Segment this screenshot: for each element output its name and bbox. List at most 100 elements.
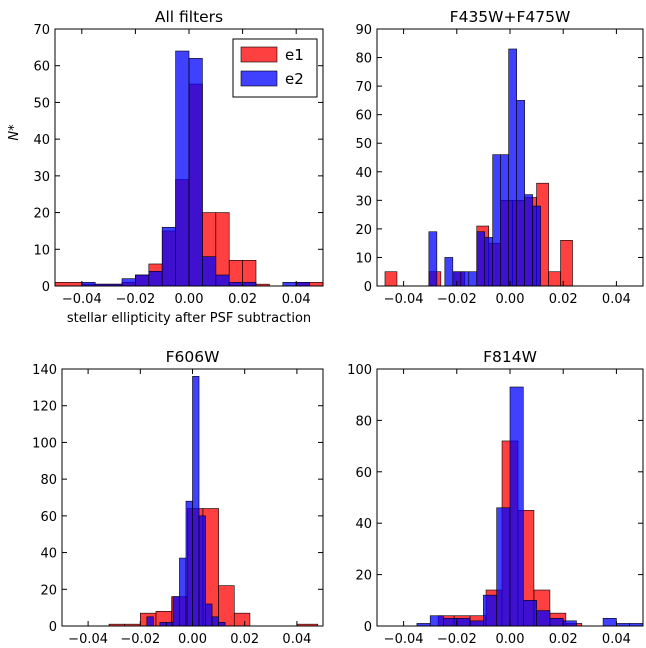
y-tick-label: 40 xyxy=(40,547,57,562)
histogram-bar xyxy=(146,616,154,627)
panel-title: F606W xyxy=(166,348,220,366)
histogram-bar xyxy=(135,274,150,287)
histogram-bar xyxy=(509,386,524,627)
y-tick-label: 140 xyxy=(32,363,57,378)
x-tick-label: −0.04 xyxy=(68,632,108,647)
x-tick-label: −0.04 xyxy=(384,292,424,307)
y-tick-label: 120 xyxy=(32,400,57,415)
histogram-bar xyxy=(188,58,203,287)
histogram-bar xyxy=(602,617,617,627)
histogram-bar xyxy=(443,617,458,627)
panel-title: All filters xyxy=(155,8,223,26)
y-tick-label: 70 xyxy=(355,80,372,95)
x-tick-label: 0.00 xyxy=(175,292,204,307)
histogram-bar xyxy=(536,610,551,627)
legend-label-e1: e1 xyxy=(285,46,304,64)
y-tick-label: 100 xyxy=(347,363,372,378)
y-tick-label: 0 xyxy=(364,280,372,295)
x-tick-label: 0.00 xyxy=(496,632,525,647)
histogram-bar xyxy=(211,616,219,627)
y-tick-label: 80 xyxy=(355,414,372,429)
histogram-bar xyxy=(159,622,167,627)
x-tick-label: −0.04 xyxy=(62,292,102,307)
histogram-bar xyxy=(54,282,83,287)
y-tick-label: 80 xyxy=(40,473,57,488)
x-tick-label: 0.02 xyxy=(230,632,259,647)
y-tick-label: 50 xyxy=(355,137,372,152)
histogram-bar xyxy=(508,48,517,287)
histogram-bar xyxy=(175,50,190,287)
x-tick-label: 0.00 xyxy=(178,632,207,647)
y-tick-label: 30 xyxy=(355,194,372,209)
y-tick-label: 40 xyxy=(355,166,372,181)
y-tick-label: 0 xyxy=(49,620,57,635)
histogram-bar xyxy=(548,271,561,287)
histogram-bar xyxy=(172,596,180,627)
histogram-bar xyxy=(549,617,564,627)
histogram-bar xyxy=(522,599,537,627)
histogram-bar xyxy=(524,194,533,287)
y-tick-label: 20 xyxy=(355,569,372,584)
x-tick-label: 0.02 xyxy=(549,292,578,307)
histogram-bar xyxy=(428,231,438,287)
histogram-bar xyxy=(496,507,511,627)
y-tick-label: 90 xyxy=(355,23,372,38)
histogram-bar xyxy=(185,500,193,627)
histogram-bar xyxy=(444,257,454,287)
y-tick-label: 100 xyxy=(32,436,57,451)
x-tick-label: 0.04 xyxy=(602,292,631,307)
x-tick-label: −0.02 xyxy=(115,292,155,307)
y-tick-label: 70 xyxy=(33,23,50,38)
y-axis-label: N* xyxy=(7,124,22,141)
histogram-bar xyxy=(384,271,398,287)
series-e2 xyxy=(81,50,310,287)
histogram-bar xyxy=(469,620,484,627)
y-tick-label: 60 xyxy=(40,510,57,525)
y-tick-label: 10 xyxy=(33,243,50,258)
y-tick-label: 20 xyxy=(33,207,50,222)
histogram-bar xyxy=(429,615,444,627)
histogram-bar xyxy=(456,617,471,627)
histogram-bar xyxy=(560,240,573,287)
y-tick-label: 40 xyxy=(355,517,372,532)
legend-swatch-e2 xyxy=(240,70,278,87)
x-tick-label: 0.04 xyxy=(602,632,631,647)
panel-f606w: −0.04 −0.02 0.00 0.02 0.04 0 20 40 60 80 100 120 140… xyxy=(32,348,324,647)
histogram-bar xyxy=(460,271,470,287)
histogram-bar xyxy=(179,557,187,627)
x-tick-label: 0.02 xyxy=(228,292,257,307)
y-tick-label: 60 xyxy=(355,466,372,481)
histogram-bar xyxy=(218,622,226,627)
y-tick-label: 30 xyxy=(33,170,50,185)
histogram-bar xyxy=(468,271,478,287)
histogram-bar xyxy=(233,612,251,627)
x-tick-label: −0.02 xyxy=(437,632,477,647)
histogram-bar xyxy=(218,585,235,627)
x-axis-label: stellar ellipticity after PSF subtractio… xyxy=(67,311,311,326)
y-tick-label: 60 xyxy=(33,60,50,75)
y-tick-label: 80 xyxy=(355,52,372,67)
x-tick-label: −0.04 xyxy=(384,632,424,647)
histogram-bar xyxy=(121,278,136,287)
y-tick-label: 10 xyxy=(355,251,372,266)
histogram-bar xyxy=(205,603,213,627)
panel-title: F814W xyxy=(483,348,537,366)
histogram-bar xyxy=(500,154,509,287)
histogram-bar xyxy=(562,620,577,627)
x-tick-label: −0.02 xyxy=(120,632,160,647)
x-tick-label: 0.00 xyxy=(496,292,525,307)
histogram-bar xyxy=(192,376,200,627)
histogram-bar xyxy=(81,282,96,287)
y-tick-label: 20 xyxy=(40,583,57,598)
panel-f435w-f475w: −0.04 −0.02 0.00 0.02 0.04 0 10 20 30 40 50 60 70 80 9… xyxy=(355,8,644,307)
x-tick-label: 0.04 xyxy=(282,292,311,307)
legend-label-e2: e2 xyxy=(285,70,304,88)
y-tick-label: 0 xyxy=(364,620,372,635)
panel-all-filters: −0.04 −0.02 0.00 0.02 0.04 0 10 20 30 40 50 60 70 All… xyxy=(7,8,324,326)
y-tick-label: 60 xyxy=(355,109,372,124)
histogram-bar xyxy=(476,231,486,287)
panel-title: F435W+F475W xyxy=(450,8,571,26)
histogram-bar xyxy=(148,271,163,287)
histogram-bar xyxy=(202,256,217,287)
